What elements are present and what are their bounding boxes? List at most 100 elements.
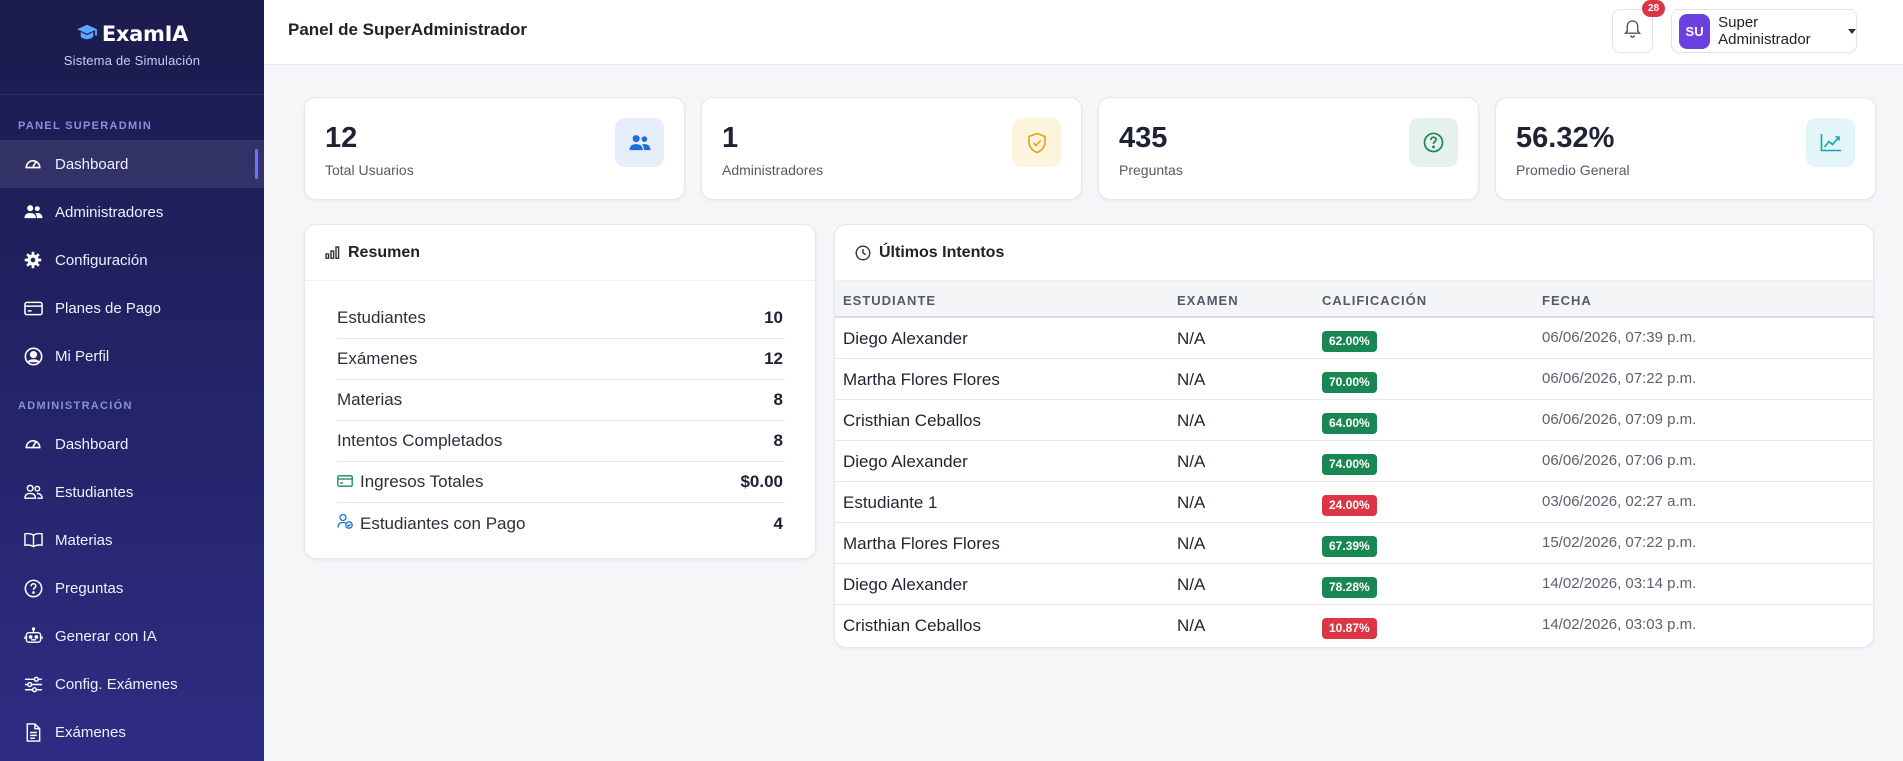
brand-subtitle: Sistema de Simulación bbox=[63, 53, 201, 68]
column-header-fecha: FECHA bbox=[1542, 293, 1592, 308]
list-item-label: Estudiantes bbox=[337, 308, 426, 327]
score-badge: 74.00% bbox=[1322, 454, 1377, 475]
column-header-calificacion: CALIFICACIÓN bbox=[1322, 293, 1428, 308]
list-item-value: 8 bbox=[773, 431, 783, 450]
stat-value: 1 bbox=[722, 122, 739, 154]
table-row: Cristhian Ceballos N/A 10.87% 14/02/2026… bbox=[835, 605, 1873, 646]
sidebar-item-estudiantes[interactable]: Estudiantes bbox=[0, 468, 264, 516]
avatar: SU bbox=[1679, 13, 1711, 49]
cell-exam: N/A bbox=[1177, 493, 1206, 512]
cell-student: Martha Flores Flores bbox=[843, 370, 1000, 389]
sidebar-item-label: Exámenes bbox=[55, 723, 126, 741]
sidebar-item-label: Administradores bbox=[55, 203, 164, 221]
sidebar-item-label: Config. Exámenes bbox=[55, 675, 178, 693]
clock-icon bbox=[855, 244, 871, 261]
score-badge: 24.00% bbox=[1322, 495, 1377, 516]
section-title-administracion: ADMINISTRACIÓN bbox=[18, 400, 133, 412]
sidebar-item-label: Configuración bbox=[55, 251, 148, 269]
column-header-examen: EXAMEN bbox=[1177, 293, 1239, 308]
cell-student: Diego Alexander bbox=[843, 329, 968, 348]
user-menu-button[interactable]: SU Super Administrador bbox=[1671, 9, 1857, 53]
section-title-superadmin: PANEL SUPERADMIN bbox=[18, 120, 153, 132]
list-item-value: 8 bbox=[773, 390, 783, 409]
intentos-header: Últimos Intentos bbox=[835, 225, 1873, 281]
sidebar-item-label: Estudiantes bbox=[55, 483, 134, 501]
sidebar-item-dashboard-admin[interactable]: Dashboard bbox=[0, 420, 264, 468]
list-item-label: Materias bbox=[337, 390, 403, 409]
table-body: Diego Alexander N/A 62.00% 06/06/2026, 0… bbox=[835, 318, 1873, 646]
stat-label: Total Usuarios bbox=[325, 162, 414, 178]
question-circle-icon bbox=[1409, 118, 1458, 167]
cell-date: 03/06/2026, 02:27 a.m. bbox=[1542, 493, 1697, 510]
cell-exam: N/A bbox=[1177, 370, 1206, 389]
list-item: Ingresos Totales $0.00 bbox=[337, 462, 785, 503]
cell-exam: N/A bbox=[1177, 575, 1206, 594]
robot-icon bbox=[22, 625, 44, 647]
stat-value: 56.32% bbox=[1516, 122, 1615, 154]
stat-label: Preguntas bbox=[1119, 162, 1183, 178]
people-icon bbox=[615, 118, 664, 167]
score-badge: 70.00% bbox=[1322, 372, 1377, 393]
cell-student: Diego Alexander bbox=[843, 452, 968, 471]
stat-card-promedio: 56.32% Promedio General bbox=[1495, 97, 1876, 200]
page-title: Panel de SuperAdministrador bbox=[288, 20, 527, 39]
cell-date: 14/02/2026, 03:14 p.m. bbox=[1542, 575, 1697, 592]
resumen-list: Estudiantes 10 Exámenes 12 Materias 8 In… bbox=[337, 298, 785, 544]
cell-date: 15/02/2026, 07:22 p.m. bbox=[1542, 534, 1697, 551]
list-item: Estudiantes con Pago 4 bbox=[337, 503, 785, 544]
cell-exam: N/A bbox=[1177, 411, 1206, 430]
user-name: Super Administrador bbox=[1718, 14, 1811, 48]
table-row: Martha Flores Flores N/A 67.39% 15/02/20… bbox=[835, 523, 1873, 564]
stat-label: Promedio General bbox=[1516, 162, 1630, 178]
stat-label: Administradores bbox=[722, 162, 824, 178]
list-item-value: 12 bbox=[764, 349, 783, 368]
list-item-value: 4 bbox=[773, 513, 783, 533]
person-check-icon bbox=[337, 513, 357, 534]
sidebar-item-administradores[interactable]: Administradores bbox=[0, 188, 264, 236]
bell-icon bbox=[1623, 19, 1642, 43]
gear-icon bbox=[22, 249, 44, 271]
sidebar-item-planes-de-pago[interactable]: Planes de Pago bbox=[0, 284, 264, 332]
list-item-label: Estudiantes con Pago bbox=[360, 513, 526, 533]
notifications-button[interactable] bbox=[1612, 9, 1653, 53]
nav-superadmin: Dashboard Administradores Configuración … bbox=[0, 140, 264, 380]
sidebar-item-label: Materias bbox=[55, 531, 113, 549]
sidebar-item-generar-con-ia[interactable]: Generar con IA bbox=[0, 612, 264, 660]
sidebar-item-examenes[interactable]: Exámenes bbox=[0, 708, 264, 756]
cell-exam: N/A bbox=[1177, 616, 1206, 635]
sidebar-item-materias[interactable]: Materias bbox=[0, 516, 264, 564]
book-icon bbox=[22, 529, 44, 551]
score-badge: 67.39% bbox=[1322, 536, 1377, 557]
sliders-icon bbox=[22, 673, 44, 695]
resumen-card: Resumen Estudiantes 10 Exámenes 12 Mater… bbox=[304, 224, 816, 559]
sidebar-item-label: Dashboard bbox=[55, 435, 129, 453]
stat-card-usuarios: 12 Total Usuarios bbox=[304, 97, 685, 200]
brand-name[interactable]: ExamIA bbox=[101, 22, 189, 46]
question-circle-icon bbox=[22, 577, 44, 599]
sidebar-item-label: Preguntas bbox=[55, 579, 124, 597]
sidebar-item-label: Mi Perfil bbox=[55, 347, 110, 365]
sidebar-item-dashboard[interactable]: Dashboard bbox=[0, 140, 264, 188]
sidebar-item-label: Dashboard bbox=[55, 155, 129, 173]
cell-date: 06/06/2026, 07:22 p.m. bbox=[1542, 370, 1697, 387]
topbar: Panel de SuperAdministrador 28 SU Super … bbox=[264, 0, 1903, 65]
table-header: ESTUDIANTE EXAMEN CALIFICACIÓN FECHA bbox=[835, 281, 1873, 318]
sidebar-item-mi-perfil[interactable]: Mi Perfil bbox=[0, 332, 264, 380]
score-badge: 78.28% bbox=[1322, 577, 1377, 598]
sidebar-item-label: Generar con IA bbox=[55, 627, 157, 645]
cell-date: 06/06/2026, 07:39 p.m. bbox=[1542, 329, 1697, 346]
stat-value: 435 bbox=[1119, 122, 1168, 154]
sidebar-item-label: Planes de Pago bbox=[55, 299, 161, 317]
caret-down-icon bbox=[1848, 28, 1856, 34]
score-badge: 64.00% bbox=[1322, 413, 1377, 434]
speedometer-icon bbox=[22, 153, 44, 175]
cash-icon bbox=[337, 472, 357, 492]
sidebar-item-config-examenes[interactable]: Config. Exámenes bbox=[0, 660, 264, 708]
people-icon bbox=[22, 481, 44, 503]
shield-check-icon bbox=[1012, 118, 1061, 167]
sidebar-item-preguntas[interactable]: Preguntas bbox=[0, 564, 264, 612]
table-row: Estudiante 1 N/A 24.00% 03/06/2026, 02:2… bbox=[835, 482, 1873, 523]
credit-card-icon bbox=[22, 297, 44, 319]
user-circle-icon bbox=[22, 345, 44, 367]
sidebar-item-configuracion[interactable]: Configuración bbox=[0, 236, 264, 284]
